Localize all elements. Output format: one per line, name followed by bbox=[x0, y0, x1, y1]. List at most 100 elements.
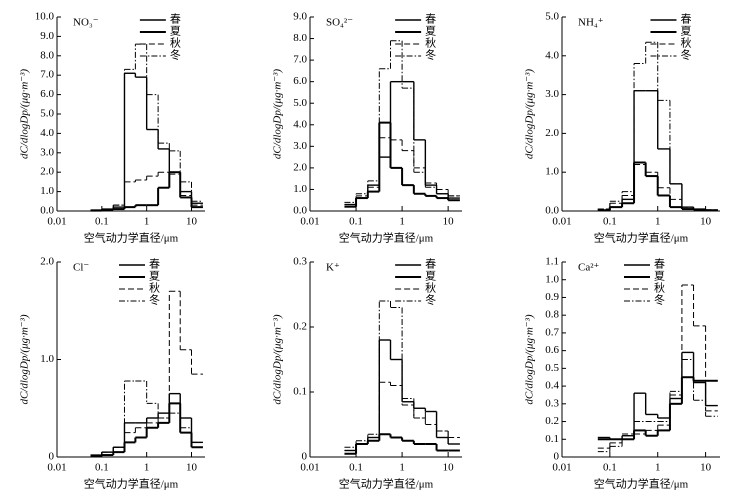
x-tick-label: 1 bbox=[655, 462, 661, 474]
panel: 0.0 1.0 2.0 3.0 4.0 5.0 6.0 7.0 8.0 9.0 0.01 0.1 1 10… bbox=[272, 11, 462, 245]
legend-label: 春 bbox=[680, 13, 691, 26]
x-axis-label: 空气动力学直径/μm bbox=[594, 477, 689, 491]
x-tick-label: 10 bbox=[700, 462, 712, 474]
x-axis-label: 空气动力学直径/μm bbox=[84, 477, 179, 491]
y-tick-label: 0.2 bbox=[293, 321, 307, 333]
y-axis-label: dC/dlogDp/(μg·m⁻³) bbox=[524, 69, 536, 159]
x-tick-label: 10 bbox=[186, 216, 198, 228]
y-tick-label: 0.1 bbox=[545, 433, 559, 445]
y-axis-label: dC/dlogDp/(μg·m⁻³) bbox=[19, 314, 31, 404]
y-tick-label: 8.0 bbox=[40, 49, 54, 61]
legend-label: 冬 bbox=[170, 48, 181, 62]
x-tick-label: 0.01 bbox=[552, 462, 571, 474]
y-tick-label: 0.6 bbox=[545, 344, 559, 356]
panel: 0.0 1.0 2.0 3.0 4.0 5.0 6.0 7.0 8.0 9.0 10.0 0.01 0.… bbox=[19, 11, 205, 245]
y-tick-label: 8.0 bbox=[293, 32, 307, 44]
panel-title: Cl⁻ bbox=[73, 262, 89, 274]
y-tick-label: 0.3 bbox=[293, 256, 307, 268]
y-tick-label: 1.0 bbox=[40, 353, 54, 365]
x-tick-label: 0.01 bbox=[47, 216, 66, 228]
y-tick-label: 6.0 bbox=[40, 88, 54, 100]
y-tick-label: 0.0 bbox=[545, 205, 559, 217]
x-tick-label: 10 bbox=[700, 216, 712, 228]
x-tick-label: 10 bbox=[443, 462, 455, 474]
x-tick-label: 0.1 bbox=[349, 216, 363, 228]
legend-label: 秋 bbox=[170, 36, 181, 50]
y-tick-label: 1.0 bbox=[545, 273, 559, 285]
y-tick-label: 1.0 bbox=[40, 185, 54, 197]
y-tick-label: 2.0 bbox=[40, 166, 54, 178]
y-tick-label: 0.7 bbox=[545, 326, 559, 338]
y-tick-label: 5.0 bbox=[545, 11, 559, 23]
y-tick-label: 0.2 bbox=[545, 415, 559, 427]
legend-label: 秋 bbox=[149, 281, 160, 295]
legend-label: 冬 bbox=[425, 48, 436, 62]
y-tick-label: 1.1 bbox=[545, 256, 559, 268]
y-tick-label: 0.8 bbox=[545, 309, 559, 321]
x-tick-label: 0.01 bbox=[300, 216, 319, 228]
y-tick-label: 4.0 bbox=[40, 127, 54, 139]
y-tick-label: 0.0 bbox=[40, 205, 54, 217]
y-tick-label: 0 bbox=[554, 451, 560, 463]
y-tick-label: 0.9 bbox=[545, 291, 559, 303]
y-tick-label: 0.4 bbox=[545, 380, 559, 392]
y-tick-label: 0.3 bbox=[545, 397, 559, 409]
y-tick-label: 2.0 bbox=[40, 256, 54, 268]
panel: 0 1.0 2.0 0.01 0.1 1 10 空气动力学直径/μm dC/dlogDp/(μg… bbox=[19, 256, 205, 491]
x-tick-label: 1 bbox=[655, 216, 661, 228]
y-tick-label: 7.0 bbox=[293, 54, 307, 66]
y-tick-label: 0 bbox=[49, 451, 55, 463]
x-tick-label: 0.1 bbox=[95, 462, 109, 474]
legend-label: 春 bbox=[654, 258, 665, 271]
legend-label: 夏 bbox=[425, 270, 436, 283]
y-tick-label: 2.0 bbox=[545, 127, 559, 139]
legend-label: 夏 bbox=[425, 25, 436, 38]
legend-label: 夏 bbox=[654, 270, 665, 283]
x-tick-label: 1 bbox=[399, 216, 405, 228]
y-tick-label: 1.0 bbox=[293, 183, 307, 195]
x-tick-label: 1 bbox=[399, 462, 405, 474]
legend-label: 夏 bbox=[170, 25, 181, 38]
panel-title: Ca²⁺ bbox=[578, 262, 600, 274]
panel: 0.0 1.0 2.0 3.0 4.0 5.0 0.01 0.1 1 10 空气动力学直径/μm dC… bbox=[524, 11, 720, 245]
y-tick-label: 1.0 bbox=[545, 166, 559, 178]
panel-title: NH₄⁺ bbox=[578, 17, 604, 29]
legend-label: 冬 bbox=[680, 48, 691, 62]
x-axis-label: 空气动力学直径/μm bbox=[594, 231, 689, 245]
y-tick-label: 9.0 bbox=[293, 11, 307, 23]
y-tick-label: 5.0 bbox=[293, 97, 307, 109]
legend-label: 春 bbox=[149, 258, 160, 271]
legend-label: 秋 bbox=[680, 36, 691, 50]
y-tick-label: 10.0 bbox=[35, 11, 55, 23]
panel: 0 0.1 0.2 0.3 0.01 0.1 1 10 空气动力学直径/μm dC/dlogDp/… bbox=[272, 256, 462, 491]
x-tick-label: 1 bbox=[144, 216, 150, 228]
x-tick-label: 0.01 bbox=[47, 462, 66, 474]
legend-label: 春 bbox=[425, 13, 436, 26]
x-axis-label: 空气动力学直径/μm bbox=[339, 231, 434, 245]
y-tick-label: 5.0 bbox=[40, 108, 54, 120]
panel-title: SO₄²⁻ bbox=[326, 17, 353, 29]
legend-label: 夏 bbox=[149, 270, 160, 283]
y-tick-label: 3.0 bbox=[40, 146, 54, 158]
x-tick-label: 0.1 bbox=[603, 462, 617, 474]
legend-label: 冬 bbox=[654, 293, 665, 307]
y-tick-label: 9.0 bbox=[40, 30, 54, 42]
y-tick-label: 0 bbox=[302, 451, 308, 463]
x-tick-label: 0.1 bbox=[349, 462, 363, 474]
y-tick-label: 0.5 bbox=[545, 362, 559, 374]
legend-label: 秋 bbox=[425, 36, 436, 50]
legend-label: 冬 bbox=[425, 293, 436, 307]
x-tick-label: 0.1 bbox=[603, 216, 617, 228]
panel-title: NO₃⁻ bbox=[73, 17, 99, 29]
x-axis-label: 空气动力学直径/μm bbox=[84, 231, 179, 245]
y-tick-label: 0.0 bbox=[293, 205, 307, 217]
legend-label: 冬 bbox=[149, 293, 160, 307]
y-tick-label: 6.0 bbox=[293, 75, 307, 87]
x-tick-label: 10 bbox=[186, 462, 198, 474]
y-tick-label: 3.0 bbox=[293, 140, 307, 152]
y-axis-label: dC/dlogDp/(μg·m⁻³) bbox=[272, 69, 284, 159]
panel-title: K⁺ bbox=[326, 262, 340, 274]
legend-label: 夏 bbox=[680, 25, 691, 38]
y-axis-label: dC/dlogDp/(μg·m⁻³) bbox=[524, 314, 536, 404]
